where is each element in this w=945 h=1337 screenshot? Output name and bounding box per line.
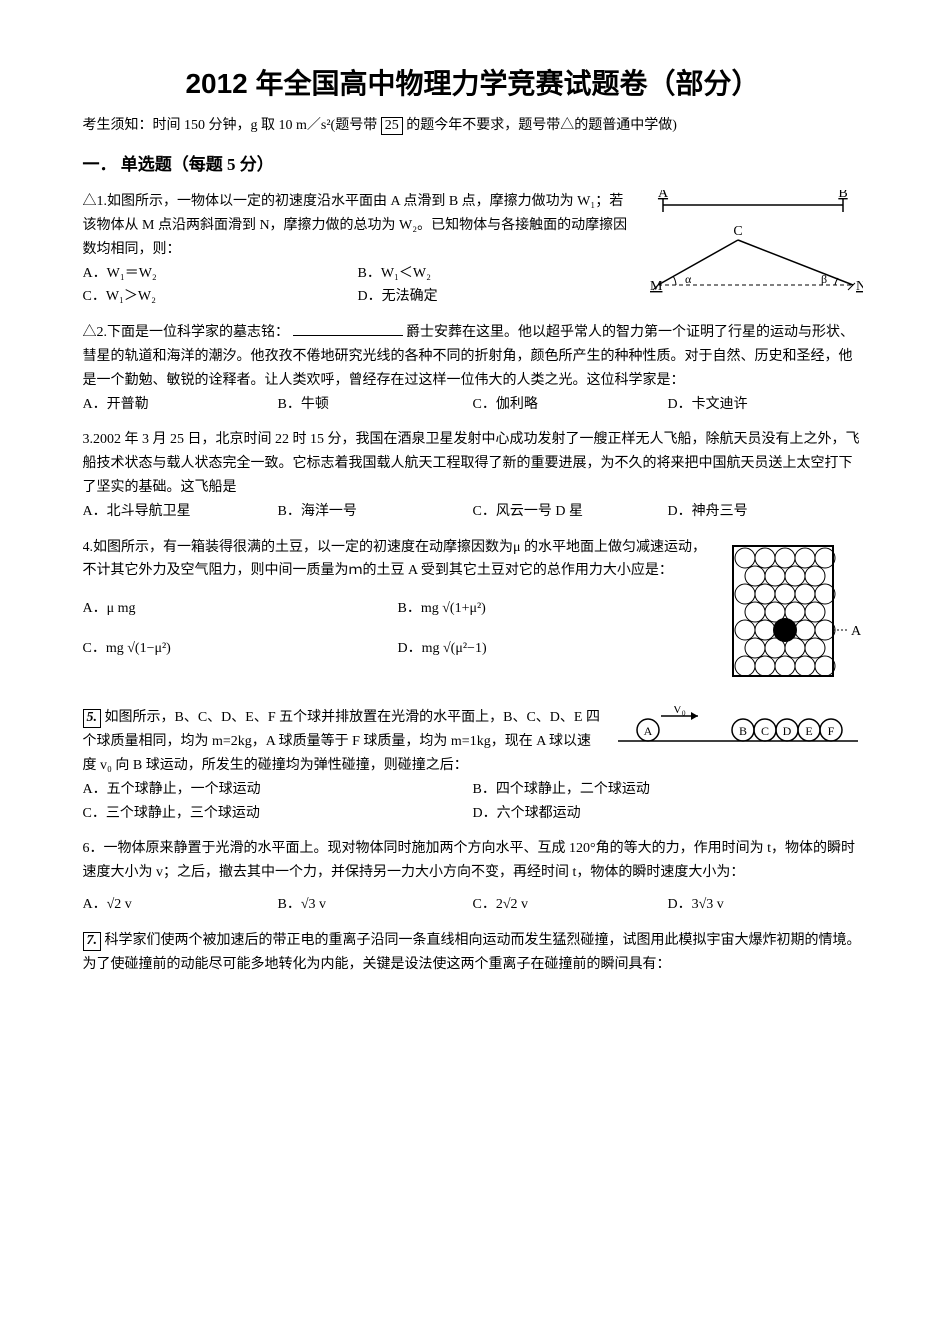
question-7: 7. 科学家们使两个被加速后的带正电的重离子沿同一条直线相向运动而发生猛烈碰撞，… [83, 929, 863, 977]
q1-opt-d: D．无法确定 [358, 285, 633, 309]
svg-text:V₀: V₀ [673, 706, 686, 716]
q1-figure: A B C M N α β [643, 190, 863, 309]
q7-text: 科学家们使两个被加速后的带正电的重离子沿同一条直线相向运动而发生猛烈碰撞，试图用… [83, 933, 861, 972]
notice-box-number: 25 [381, 117, 403, 136]
q4-opt-a: A．μ mg [83, 597, 398, 621]
question-5: A V₀ B C D E F 5. 如图所示，B、C、D、E、F 五个球并排放置… [83, 706, 863, 825]
q6-opt-a: A．√2 v [83, 893, 278, 917]
svg-text:B: B [838, 190, 847, 201]
q2-opt-d: D．卡文迪许 [668, 393, 863, 417]
q5-text: 如图所示，B、C、D、E、F 五个球并排放置在光滑的水平面上，B、C、D、E 四… [83, 710, 600, 773]
svg-text:B: B [738, 724, 746, 738]
notice-prefix: 考生须知：时间 150 分钟，g 取 10 m／s²(题号带 [83, 118, 378, 133]
q2-text-before: △2.下面是一位科学家的墓志铭： [83, 325, 290, 340]
q3-opt-c: C．风云一号 D 星 [473, 500, 668, 524]
svg-text:D: D [782, 724, 791, 738]
q6-opt-c: C．2√2 v [473, 893, 668, 917]
question-1: A B C M N α β △1.如图所示，一物体以一定的初速度沿水平面由 A … [83, 190, 863, 309]
q6-opt-b: B．√3 v [278, 893, 473, 917]
q1-opt-b: B．W₁＜W₂ [358, 262, 633, 286]
q5-opt-c: C．三个球静止，三个球运动 [83, 802, 473, 826]
q2-opt-c: C．伽利略 [473, 393, 668, 417]
q1-opt-a: A．W₁＝W₂ [83, 262, 358, 286]
svg-text:β: β [821, 272, 827, 286]
q4-opt-d: D．mg √(μ²−1) [398, 637, 713, 661]
q5-opt-d: D．六个球都运动 [473, 802, 863, 826]
exam-notice: 考生须知：时间 150 分钟，g 取 10 m／s²(题号带 25 的题今年不要… [83, 114, 863, 138]
svg-text:C: C [733, 224, 742, 239]
q6-opt-d: D．3√3 v [668, 893, 863, 917]
q4-opt-b: B．mg √(1+μ²) [398, 597, 713, 621]
q3-opt-d: D．神舟三号 [668, 500, 863, 524]
svg-text:A: A [657, 190, 668, 201]
svg-text:α: α [685, 272, 692, 286]
q3-text: 3.2002 年 3 月 25 日，北京时间 22 时 15 分，我国在酒泉卫星… [83, 428, 863, 499]
question-6: 6．一物体原来静置于光滑的水平面上。现对物体同时施加两个方向水平、互成 120°… [83, 837, 863, 916]
exam-title: 2012 年全国高中物理力学竞赛试题卷（部分） [83, 60, 863, 108]
section-1-head: 一． 单选题（每题 5 分） [83, 151, 863, 180]
q2-opt-a: A．开普勒 [83, 393, 278, 417]
q5-opt-b: B．四个球静止，二个球运动 [473, 778, 863, 802]
svg-text:F: F [827, 724, 834, 738]
notice-suffix: 的题今年不要求，题号带△的题普通中学做) [406, 118, 677, 133]
q3-opt-b: B．海洋一号 [278, 500, 473, 524]
question-4: A 4.如图所示，有一箱装得很满的土豆，以一定的初速度在动摩擦因数为μ 的水平地… [83, 536, 863, 695]
q4-opt-c: C．mg √(1−μ²) [83, 637, 398, 661]
question-3: 3.2002 年 3 月 25 日，北京时间 22 时 15 分，我国在酒泉卫星… [83, 428, 863, 523]
q5-opt-a: A．五个球静止，一个球运动 [83, 778, 473, 802]
q3-opt-a: A．北斗导航卫星 [83, 500, 278, 524]
svg-text:A: A [851, 624, 862, 639]
q1-opt-c: C．W₁＞W₂ [83, 285, 358, 309]
q2-opt-b: B．牛顿 [278, 393, 473, 417]
question-2: △2.下面是一位科学家的墓志铭： 爵士安葬在这里。他以超乎常人的智力第一个证明了… [83, 321, 863, 416]
q5-figure: A V₀ B C D E F [613, 706, 863, 760]
svg-text:N: N [856, 279, 863, 294]
svg-text:C: C [760, 724, 768, 738]
q4-figure: A [723, 536, 863, 695]
q7-num-box: 7. [83, 932, 102, 951]
q5-num-box: 5. [83, 709, 102, 728]
svg-text:E: E [805, 724, 812, 738]
svg-text:A: A [643, 724, 652, 738]
q2-blank [293, 321, 403, 336]
q6-text: 6．一物体原来静置于光滑的水平面上。现对物体同时施加两个方向水平、互成 120°… [83, 837, 863, 885]
